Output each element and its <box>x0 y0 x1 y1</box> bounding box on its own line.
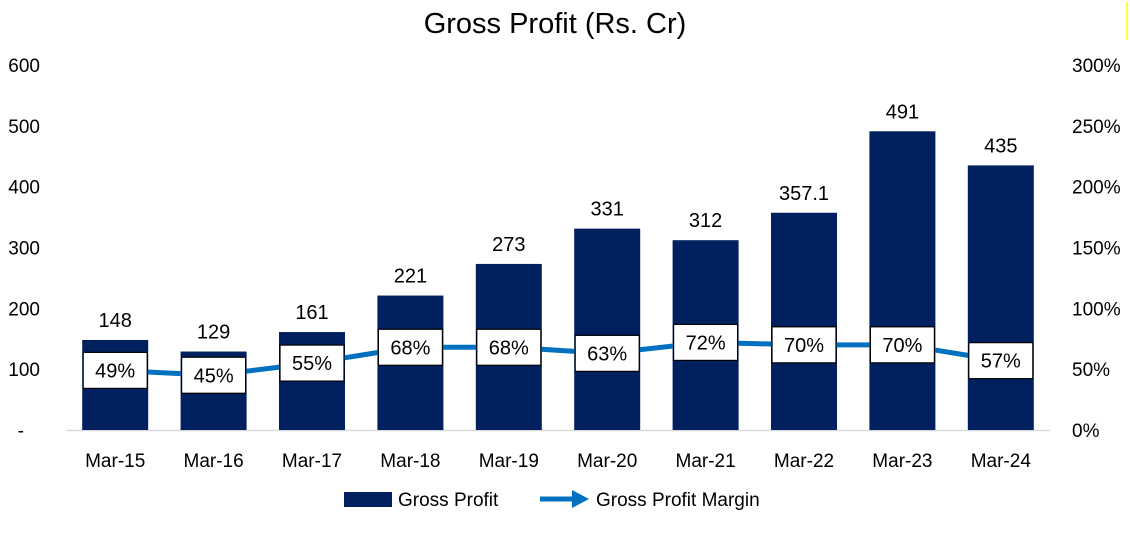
margin-value-label: 63% <box>587 343 627 365</box>
right-tick-label: 50% <box>1072 360 1110 381</box>
right-axis: 0% 50% 100% 150% 200% 250% 300% <box>1072 56 1121 442</box>
category-label: Mar-17 <box>282 451 342 472</box>
category-label: Mar-20 <box>577 451 637 472</box>
margin-label-box <box>869 326 936 364</box>
left-tick-label: 400 <box>8 178 40 199</box>
legend-arrow-icon <box>572 490 589 508</box>
bar-value-label: 148 <box>99 310 132 332</box>
bar-value-label: 435 <box>984 135 1017 157</box>
category-label: Mar-19 <box>479 451 539 472</box>
bar <box>967 165 1034 430</box>
left-tick-label: 200 <box>8 299 40 320</box>
margin-value-label: 70% <box>882 335 922 357</box>
margin-label-box <box>968 342 1034 380</box>
bar <box>869 131 936 430</box>
legend-label-gross-profit: Gross Profit <box>398 490 499 511</box>
right-tick-label: 100% <box>1072 299 1121 320</box>
legend: Gross Profit Gross Profit Margin <box>344 490 760 511</box>
margin-label-box <box>574 334 640 372</box>
margin-value-label: 55% <box>292 353 332 375</box>
line-series: 49% 45% 55% 68% 68% 63% 72% 70% 70% 57% <box>82 323 1034 394</box>
margin-label-box <box>181 356 247 394</box>
bar-value-label: 491 <box>886 101 919 123</box>
bar-value-label: 161 <box>295 302 328 324</box>
margin-label-box <box>771 326 837 364</box>
margin-value-label: 68% <box>489 337 529 359</box>
category-label: Mar-24 <box>971 451 1032 472</box>
bar-value-label: 331 <box>591 199 624 221</box>
legend-swatch-gross-profit <box>344 492 392 507</box>
category-label: Mar-21 <box>676 451 736 472</box>
margin-label-box <box>476 328 542 366</box>
margin-value-label: 57% <box>981 351 1021 373</box>
margin-value-label: 49% <box>95 360 135 382</box>
margin-label-box <box>377 328 443 366</box>
bar-value-label: 357.1 <box>779 183 829 205</box>
left-tick-label: 100 <box>8 360 40 381</box>
category-label: Mar-22 <box>774 451 834 472</box>
margin-value-label: 70% <box>784 335 824 357</box>
margin-value-label: 45% <box>194 365 234 387</box>
margin-line <box>115 339 1002 378</box>
bar <box>771 212 837 430</box>
bar-value-label: 129 <box>197 322 230 344</box>
left-axis: - 100 200 300 400 500 600 <box>8 56 40 442</box>
right-tick-label: 0% <box>1072 421 1100 442</box>
right-tick-label: 250% <box>1072 117 1121 138</box>
right-tick-label: 200% <box>1072 178 1121 199</box>
bar-data-labels: 148 129 161 221 273 331 312 357.1 491 435 <box>99 101 1018 343</box>
left-tick-label: 600 <box>8 56 40 77</box>
chart-title: Gross Profit (Rs. Cr) <box>424 8 687 40</box>
right-tick-label: 300% <box>1072 56 1121 77</box>
x-axis: Mar-15 Mar-16 Mar-17 Mar-18 Mar-19 Mar-20 Mar-… <box>85 451 1031 472</box>
category-label: Mar-18 <box>380 451 440 472</box>
right-tick-label: 150% <box>1072 239 1121 260</box>
legend-label-margin: Gross Profit Margin <box>596 490 760 511</box>
margin-label-box <box>279 344 345 382</box>
left-tick-label: - <box>18 421 24 442</box>
category-label: Mar-16 <box>184 451 244 472</box>
left-tick-label: 500 <box>8 117 40 138</box>
bar-value-label: 221 <box>394 266 427 288</box>
margin-label-box <box>82 351 148 389</box>
bar <box>574 228 641 430</box>
margin-label-box <box>672 323 739 361</box>
category-label: Mar-23 <box>872 451 932 472</box>
bar-value-label: 273 <box>492 234 525 256</box>
bar-value-label: 312 <box>689 210 722 232</box>
category-label: Mar-15 <box>85 451 145 472</box>
margin-value-label: 72% <box>686 332 726 354</box>
margin-value-label: 68% <box>390 337 430 359</box>
left-tick-label: 300 <box>8 239 40 260</box>
